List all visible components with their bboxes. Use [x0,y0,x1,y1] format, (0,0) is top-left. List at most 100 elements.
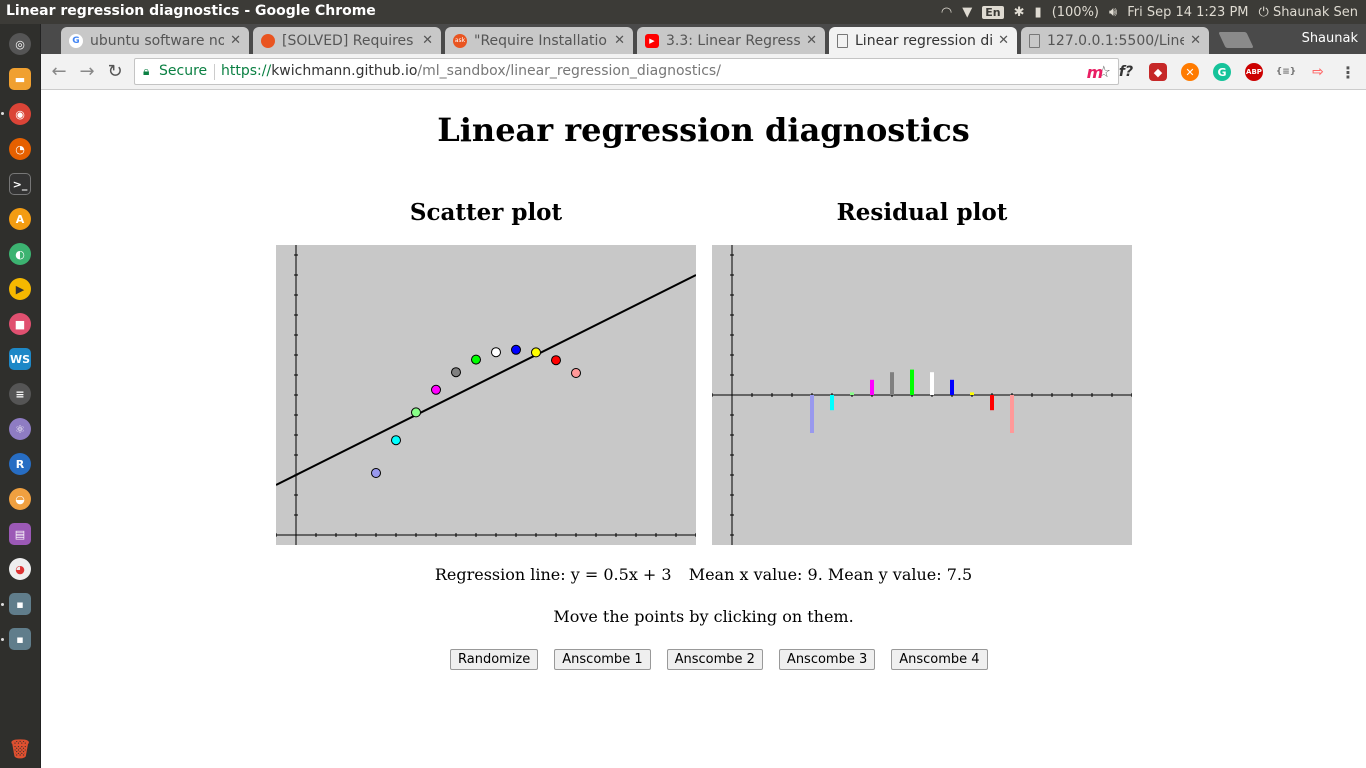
youtube-favicon-icon: ▶ [645,33,659,48]
tab-youtube-linear-regression[interactable]: ▶ 3.3: Linear Regressi ✕ [637,27,825,54]
running-indicator [1,112,4,115]
grammarly-icon[interactable]: G [1213,63,1231,81]
forward-arrow-icon[interactable]: → [79,61,95,82]
files-icon[interactable]: ▬ [9,68,31,90]
extension-ruby-icon[interactable]: ◆ [1149,63,1167,81]
residual-bar [950,379,954,395]
data-point[interactable] [551,355,561,366]
json-viewer-icon[interactable]: {≡} [1275,67,1297,77]
extension-share-icon[interactable]: ⇨ [1312,64,1324,80]
app-store-icon[interactable]: ■ [9,313,31,335]
data-point[interactable] [511,344,521,355]
regression-info: Regression line: y = 0.5x + 3 Mean x val… [41,565,1366,584]
new-tab-button[interactable] [1218,32,1254,48]
means-text: Mean x value: 9. Mean y value: 7.5 [688,565,973,584]
volume-icon[interactable]: 🔊︎ [1109,4,1118,20]
data-point[interactable] [491,347,501,358]
r-language-icon[interactable]: R [9,453,31,475]
battery-percentage[interactable]: (100%) [1051,4,1099,20]
chrome-icon[interactable]: ◉ [9,103,31,125]
data-point[interactable] [471,354,481,365]
ubuntu-dash-icon[interactable]: ◎ [9,33,31,55]
software-center-icon[interactable]: A [9,208,31,230]
residual-bar [1010,395,1014,433]
residual-bar [810,395,814,433]
scatter-plot-canvas[interactable] [276,245,696,545]
tab-linear-regression-diagnostics[interactable]: Linear regression di ✕ [829,27,1017,54]
anscombe-1-button[interactable]: Anscombe 1 [554,649,651,670]
back-arrow-icon[interactable]: ← [51,61,67,82]
extension-formula-icon[interactable]: f? [1118,64,1134,80]
data-point[interactable] [451,367,461,378]
trash-icon[interactable]: 🗑︎ [8,738,32,760]
tab-solved-requires[interactable]: [SOLVED] Requires ✕ [253,27,441,54]
residual-bar [890,372,894,395]
running-indicator [1,638,4,641]
randomize-button[interactable]: Randomize [450,649,539,670]
residual-plot-title: Residual plot [836,199,1008,226]
wifi-icon[interactable]: ▼ [962,4,973,20]
anscombe-4-button[interactable]: Anscombe 4 [891,649,988,670]
residual-bar [930,372,934,395]
residual-bar [990,395,994,411]
residual-plot-canvas[interactable] [712,245,1132,545]
settings-toggle-icon[interactable]: ◐ [9,243,31,265]
tab-label: "Require Installatio [474,32,607,49]
residual-bar [870,379,874,395]
atom-icon[interactable]: ⚛ [9,418,31,440]
system-indicators: ◠ ▼ En ✱ ▮ (100%) 🔊︎ Fri Sep 14 1:23 PM … [941,2,1358,22]
close-tab-icon[interactable]: ✕ [1190,33,1201,48]
address-separator [214,64,215,80]
data-point[interactable] [531,347,541,358]
clock[interactable]: Fri Sep 14 1:23 PM [1127,4,1249,20]
user-menu[interactable]: ⏻ Shaunak Sen [1259,5,1358,20]
residual-bar [850,392,854,395]
window-title: Linear regression diagnostics - Google C… [6,3,376,19]
webstorm-icon[interactable]: WS [9,348,31,370]
tab-ubuntu-software[interactable]: G ubuntu software no ✕ [61,27,249,54]
page-content: Linear regression diagnostics Scatter pl… [41,91,1366,768]
keyboard-layout-indicator[interactable]: En [982,5,1004,19]
close-tab-icon[interactable]: ✕ [998,33,1009,48]
disk-usage-icon[interactable]: ◕ [9,558,31,580]
data-point[interactable] [431,384,441,395]
media-player-icon[interactable]: ▶ [9,278,31,300]
address-bar[interactable]: 🔒︎ Secure https://kwichmann.github.io/ml… [134,58,1119,85]
bluetooth-icon[interactable]: ✱ [1013,4,1025,20]
close-tab-icon[interactable]: ✕ [806,33,817,48]
window-app-icon[interactable]: ▪ [9,628,31,650]
database-icon[interactable]: ≡ [9,383,31,405]
profile-name[interactable]: Shaunak [1301,31,1358,46]
anscombe-2-button[interactable]: Anscombe 2 [666,649,763,670]
close-tab-icon[interactable]: ✕ [614,33,625,48]
page-title: Linear regression diagnostics [437,111,970,149]
tab-label: 127.0.0.1:5500/Line [1047,32,1185,49]
scatter-plot-title: Scatter plot [409,199,563,226]
chrome-menu-icon[interactable]: ⋮ [1340,62,1356,82]
data-point[interactable] [411,407,421,418]
tab-label: [SOLVED] Requires [282,32,414,49]
window-app-icon[interactable]: ▪ [9,593,31,615]
system-top-panel: Linear regression diagnostics - Google C… [0,0,1366,24]
firefox-icon[interactable]: ◔ [9,138,31,160]
data-point[interactable] [391,435,401,446]
photos-icon[interactable]: ◒ [9,488,31,510]
tab-require-installation[interactable]: ask "Require Installatio ✕ [445,27,633,54]
battery-icon[interactable]: ▮ [1034,4,1042,20]
sync-icon[interactable]: ◠ [940,4,953,20]
close-tab-icon[interactable]: ✕ [422,33,433,48]
tab-label: 3.3: Linear Regressi [666,32,801,49]
extension-orange-icon[interactable]: ✕ [1181,63,1199,81]
reload-icon[interactable]: ↻ [107,61,123,82]
data-point[interactable] [571,368,581,378]
bookmark-star-icon[interactable]: ☆ [1096,62,1111,81]
terminal-icon[interactable]: >_ [9,173,31,195]
running-indicator [1,603,4,606]
extension-m-icon[interactable]: m [1086,62,1104,82]
adblock-plus-icon[interactable]: ABP [1245,63,1263,81]
anscombe-3-button[interactable]: Anscombe 3 [778,649,876,670]
tab-localhost[interactable]: 127.0.0.1:5500/Line ✕ [1021,27,1209,54]
text-editor-icon[interactable]: ▤ [9,523,31,545]
data-point[interactable] [371,468,381,478]
close-tab-icon[interactable]: ✕ [230,33,241,48]
